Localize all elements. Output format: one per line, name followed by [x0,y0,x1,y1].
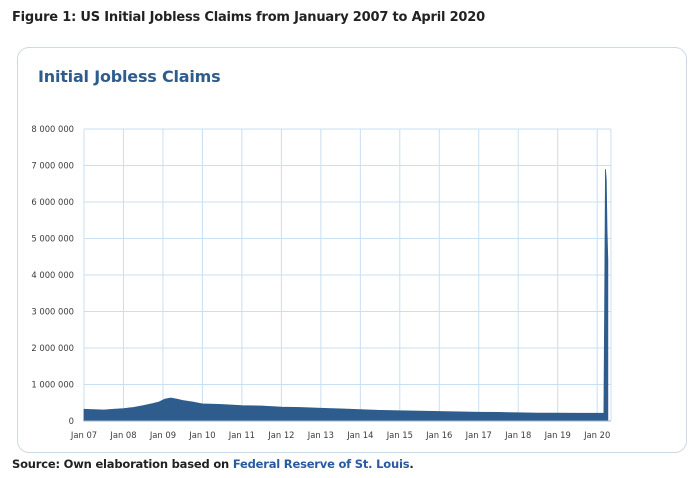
y-tick-label-6: 6 000 000 [31,197,74,207]
y-tick-label-2: 2 000 000 [31,343,74,353]
x-tick-label-3: Jan 10 [188,430,215,440]
x-tick-label-9: Jan 16 [425,430,452,440]
source-prefix: Source: Own elaboration based on [12,457,233,471]
chart-title: Initial Jobless Claims [38,67,221,86]
y-tick-label-3: 3 000 000 [31,307,74,317]
y-tick-label-8: 8 000 000 [31,124,74,134]
chart-panel [17,47,687,453]
x-tick-label-13: Jan 20 [583,430,610,440]
x-tick-label-5: Jan 12 [267,430,294,440]
y-tick-label-7: 7 000 000 [31,161,74,171]
series-area-initial-jobless-claims [83,169,609,422]
data-series [83,169,609,422]
x-tick-label-0: Jan 07 [70,430,97,440]
y-tick-label-5: 5 000 000 [31,234,74,244]
y-tick-label-0: 0 [69,416,74,426]
grid-lines [83,128,612,421]
source-link[interactable]: Federal Reserve of St. Louis [232,457,410,471]
x-tick-label-1: Jan 08 [109,430,136,440]
source-note: Source: Own elaboration based on Federal… [12,457,414,471]
y-axis-tick-labels: 0 1 000 000 2 000 000 3 000 000 4 000 000 5 0… [31,124,74,426]
source-suffix: . [409,457,414,471]
x-tick-label-8: Jan 15 [386,430,413,440]
figure-title: Figure 1: US Initial Jobless Claims from… [12,10,485,25]
x-tick-label-6: Jan 13 [307,430,334,440]
x-tick-label-12: Jan 19 [544,430,571,440]
y-tick-label-1: 1 000 000 [31,380,74,390]
x-axis-tick-labels: Jan 07 Jan 08 Jan 09 Jan 10 Jan 11 Jan 12 Jan … [70,430,610,440]
y-tick-label-4: 4 000 000 [31,270,74,280]
x-tick-label-10: Jan 17 [465,430,492,440]
x-tick-label-4: Jan 11 [228,430,255,440]
x-tick-label-7: Jan 14 [346,430,373,440]
x-tick-label-11: Jan 18 [504,430,531,440]
x-tick-label-2: Jan 09 [149,430,176,440]
